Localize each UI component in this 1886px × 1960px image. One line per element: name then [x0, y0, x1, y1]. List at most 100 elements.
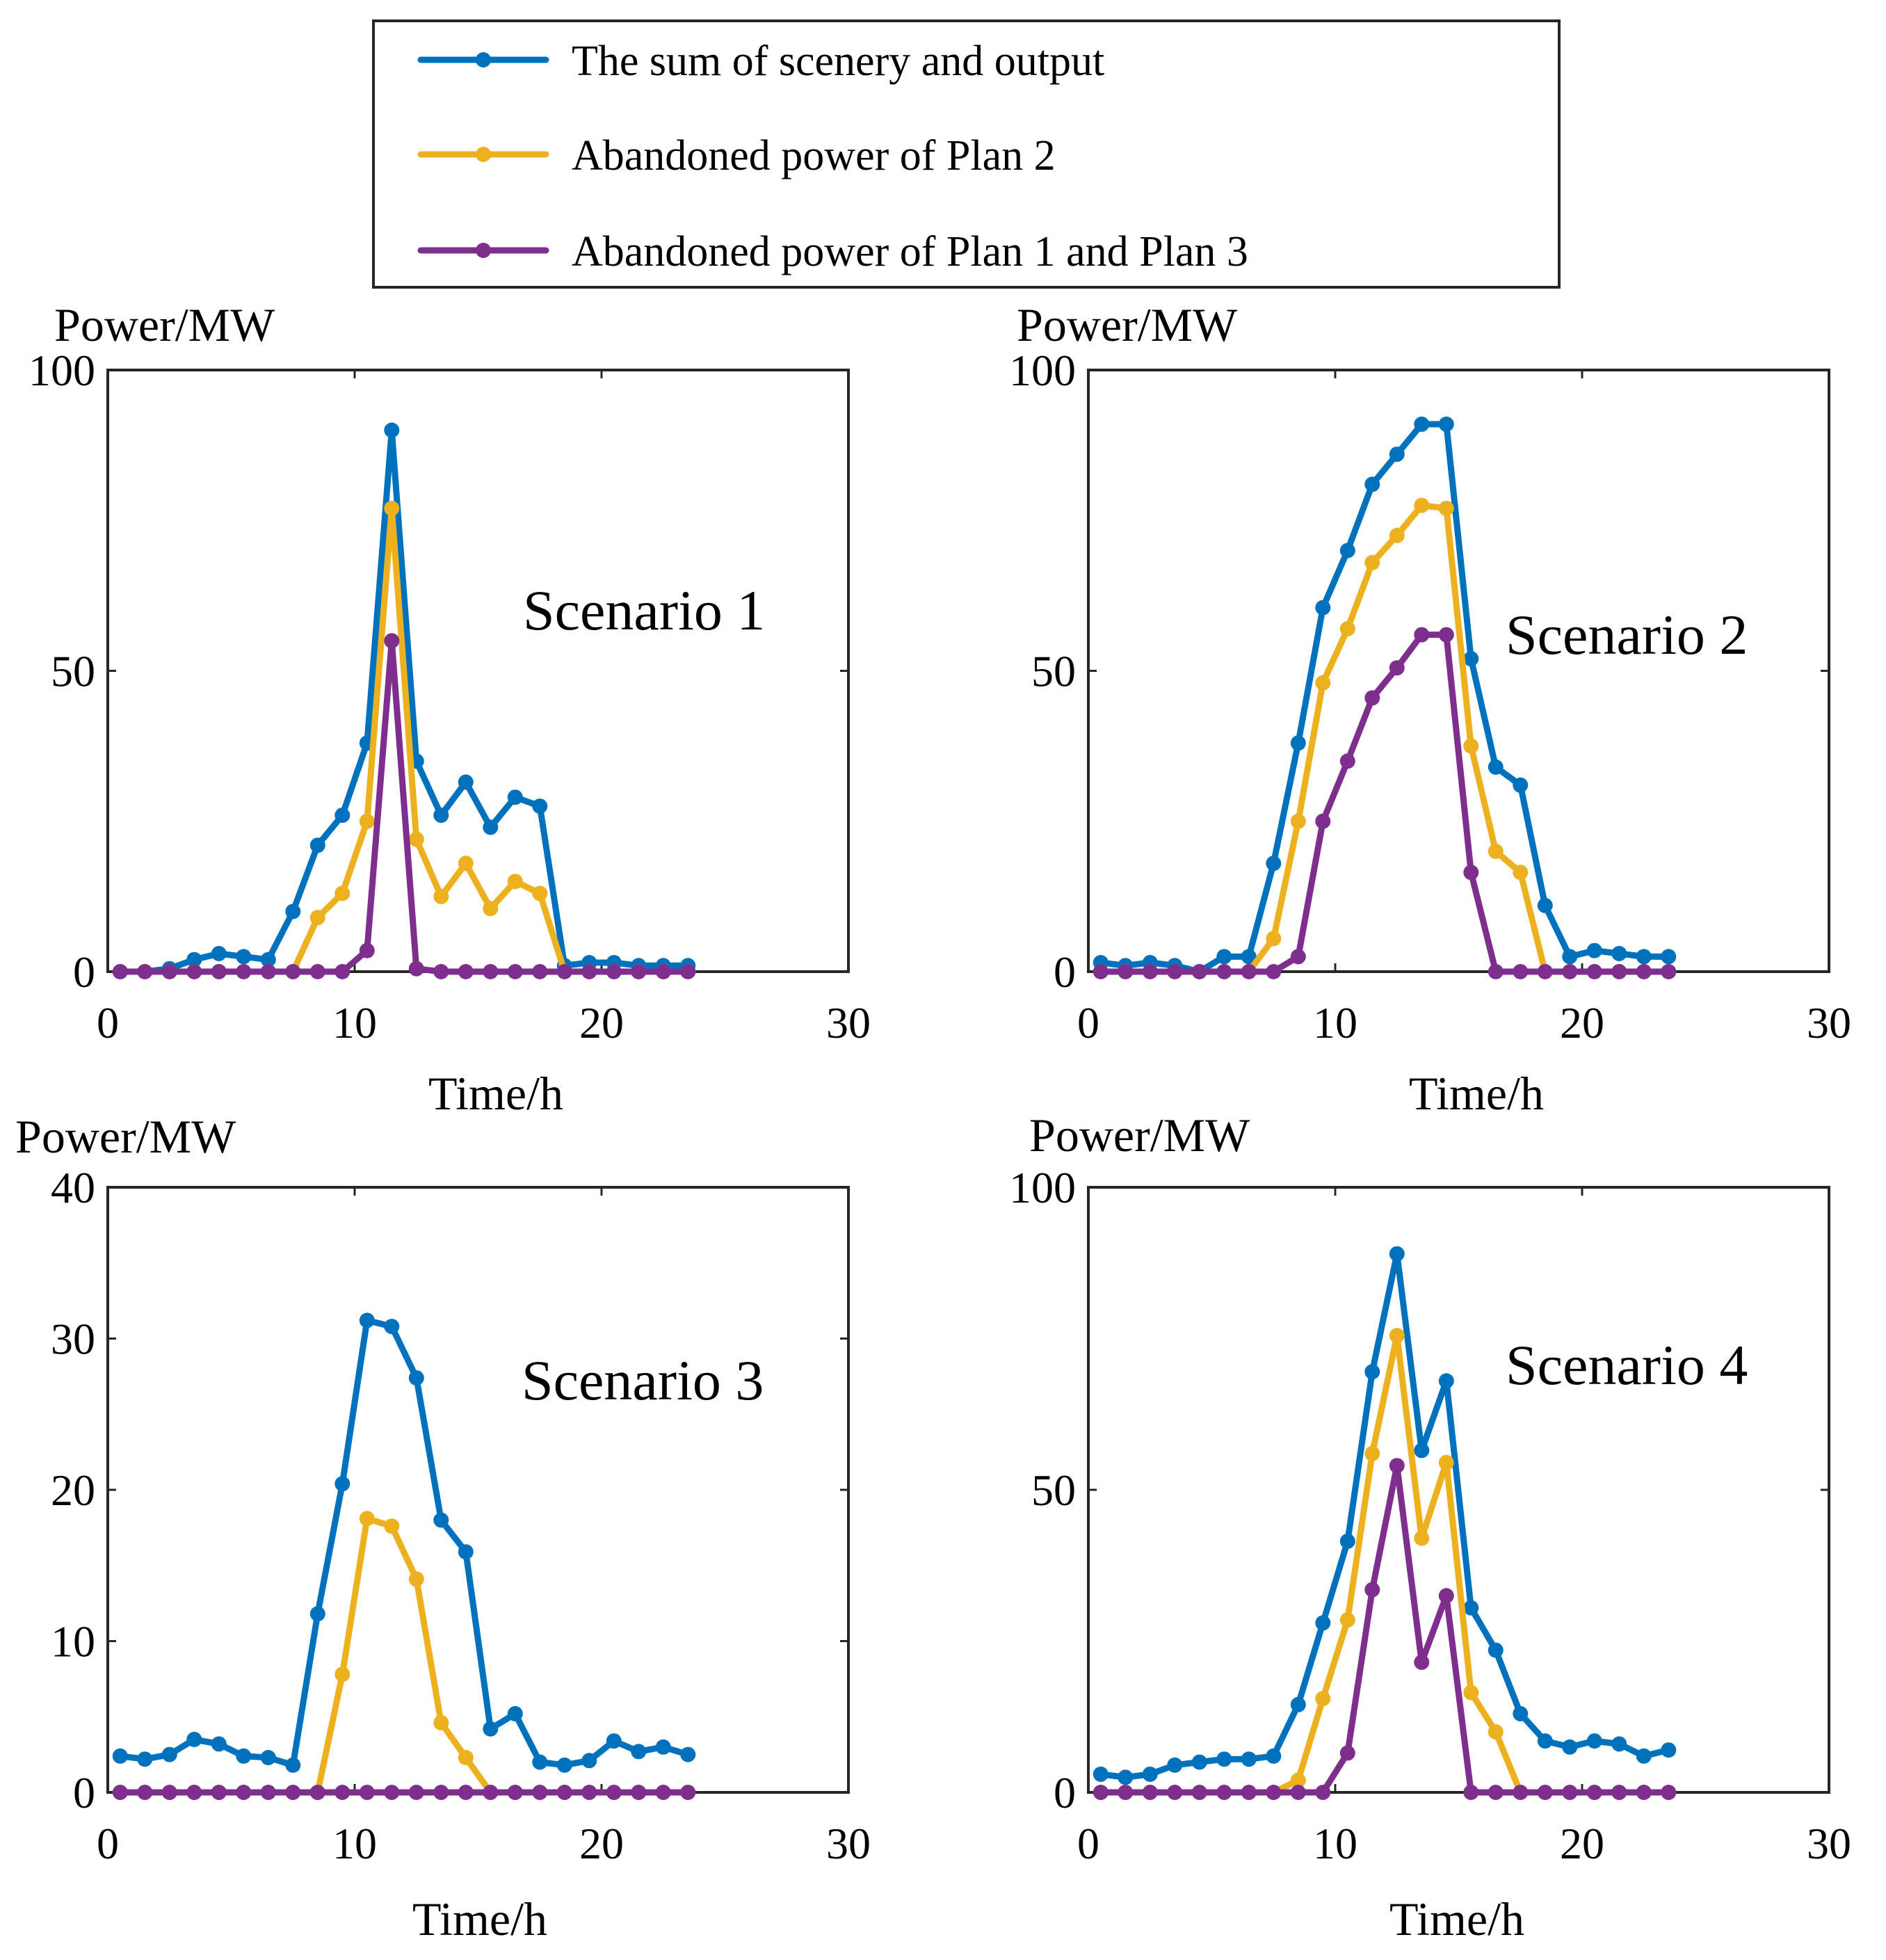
- data-point-plan13: [186, 1785, 202, 1800]
- data-point-sum: [1661, 1742, 1677, 1758]
- data-point-sum: [260, 951, 276, 967]
- data-point-sum: [384, 1319, 400, 1335]
- data-point-plan2: [1513, 865, 1529, 881]
- panel-scenario-1: Power/MW Time/h Scenario 1 0 10 20 30 0 50 100: [29, 298, 871, 1120]
- data-point-plan2: [359, 813, 375, 829]
- data-point-sum: [1586, 942, 1602, 958]
- data-point-sum: [581, 1753, 597, 1769]
- data-point-plan13: [408, 1785, 424, 1800]
- data-point-plan13: [285, 1785, 301, 1800]
- data-point-sum: [1167, 1757, 1183, 1773]
- data-point-plan13: [1661, 1785, 1677, 1800]
- data-point-plan13: [433, 1785, 449, 1800]
- y-tick-label: 10: [51, 1617, 95, 1666]
- data-point-plan13: [186, 964, 202, 979]
- legend-entry-sum: The sum of scenery and output: [417, 38, 1104, 85]
- data-point-plan13: [1414, 1654, 1430, 1670]
- data-point-plan13: [1636, 964, 1652, 979]
- data-point-plan13: [1290, 1785, 1306, 1800]
- data-point-plan13: [211, 964, 227, 979]
- data-point-plan2: [1488, 844, 1504, 859]
- x-tick-label: 10: [332, 998, 377, 1047]
- legend-label-plan2: Abandoned power of Plan 2: [572, 132, 1056, 179]
- data-point-plan2: [507, 874, 523, 890]
- data-point-plan13: [359, 942, 375, 958]
- data-point-plan13: [631, 1785, 647, 1800]
- data-point-plan13: [1118, 964, 1134, 979]
- data-point-plan13: [260, 1785, 276, 1800]
- data-point-sum: [507, 789, 523, 805]
- series-sum: [112, 1312, 696, 1773]
- data-point-sum: [1513, 1705, 1529, 1721]
- data-point-sum: [507, 1705, 523, 1721]
- data-point-sum: [211, 946, 227, 961]
- data-point-plan2: [1389, 1328, 1405, 1344]
- series-plan13: [1093, 627, 1677, 979]
- data-point-plan13: [285, 964, 301, 979]
- data-point-sum: [1611, 946, 1627, 961]
- data-point-plan13: [1093, 1785, 1109, 1800]
- tick-group: 0 10 20 30 0 50 100: [1009, 346, 1851, 1047]
- legend-entry-plan2: Abandoned power of Plan 2: [417, 132, 1056, 179]
- data-point-plan13: [1266, 1785, 1282, 1800]
- y-tick-label: 0: [1054, 1768, 1076, 1817]
- data-point-plan2: [1414, 497, 1430, 513]
- data-point-plan13: [1414, 627, 1430, 643]
- scenario-label: Scenario 3: [522, 1349, 764, 1412]
- data-point-sum: [680, 1746, 696, 1762]
- panel-scenario-2: Power/MW Time/h Scenario 2 0 10 20 30 0 50 100: [1009, 298, 1851, 1120]
- y-tick-label: 20: [51, 1465, 95, 1515]
- data-point-plan2: [1339, 1612, 1355, 1628]
- data-point-sum: [335, 1476, 350, 1492]
- data-point-plan13: [137, 1785, 153, 1800]
- data-point-plan2: [433, 888, 449, 904]
- data-point-sum: [384, 422, 400, 438]
- panel-scenario-3: Power/MW Time/h Scenario 3 0 10 20 30 0 10 20 3…: [15, 1110, 871, 1945]
- x-tick-label: 30: [826, 1819, 871, 1868]
- data-point-plan13: [1339, 1745, 1355, 1761]
- data-point-plan13: [1142, 1785, 1158, 1800]
- data-point-plan13: [1315, 813, 1331, 829]
- data-point-plan13: [309, 964, 325, 979]
- y-tick-label: 50: [1031, 1465, 1076, 1515]
- data-point-plan2: [1290, 813, 1306, 829]
- data-point-plan2: [1266, 931, 1282, 947]
- data-point-sum: [1488, 759, 1504, 775]
- data-point-plan13: [606, 964, 622, 979]
- data-point-sum: [1537, 897, 1553, 913]
- y-tick-label: 100: [1009, 346, 1076, 395]
- data-point-sum: [285, 1757, 301, 1773]
- data-point-sum: [1216, 1751, 1232, 1767]
- x-axis-title: Time/h: [1409, 1067, 1544, 1120]
- data-point-plan13: [335, 964, 350, 979]
- data-point-plan2: [1315, 675, 1331, 691]
- data-point-plan13: [1513, 964, 1529, 979]
- data-point-plan13: [1463, 865, 1479, 881]
- data-point-plan13: [1118, 1785, 1134, 1800]
- y-axis-title: Power/MW: [15, 1110, 236, 1163]
- data-point-plan13: [1191, 1785, 1207, 1800]
- data-point-sum: [112, 1748, 128, 1764]
- data-point-plan13: [1611, 964, 1627, 979]
- data-point-sum: [631, 1744, 647, 1760]
- data-point-sum: [1118, 1769, 1134, 1785]
- legend-entry-plan13: Abandoned power of Plan 1 and Plan 3: [417, 228, 1248, 275]
- data-point-sum: [1142, 1766, 1158, 1782]
- data-point-plan13: [556, 1785, 572, 1800]
- y-tick-label: 0: [73, 947, 95, 997]
- x-axis-title: Time/h: [428, 1067, 563, 1120]
- data-point-plan13: [211, 1785, 227, 1800]
- series-sum: [1093, 1246, 1677, 1785]
- data-point-sum: [1562, 949, 1578, 965]
- x-tick-label: 20: [579, 1819, 624, 1868]
- data-point-plan13: [1389, 660, 1405, 676]
- data-point-plan13: [1093, 964, 1109, 979]
- data-point-sum: [1636, 949, 1652, 965]
- data-point-plan13: [161, 964, 177, 979]
- data-point-sum: [186, 951, 202, 967]
- data-point-sum: [1290, 1696, 1306, 1712]
- data-point-plan13: [1586, 964, 1602, 979]
- data-point-plan13: [1290, 949, 1306, 965]
- data-point-sum: [161, 1746, 177, 1762]
- data-point-plan13: [655, 1785, 671, 1800]
